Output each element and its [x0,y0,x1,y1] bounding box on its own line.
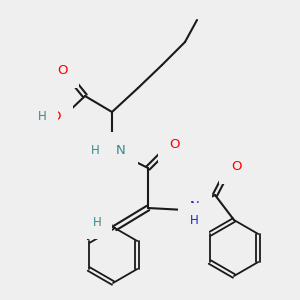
Text: O: O [231,160,241,172]
Text: O: O [50,110,61,124]
Text: H: H [38,110,47,124]
Text: N: N [190,200,200,212]
Text: H: H [93,215,101,229]
Text: H: H [91,143,100,157]
Text: O: O [57,64,67,76]
Text: N: N [116,143,126,157]
Text: H: H [190,214,199,226]
Text: O: O [170,137,180,151]
